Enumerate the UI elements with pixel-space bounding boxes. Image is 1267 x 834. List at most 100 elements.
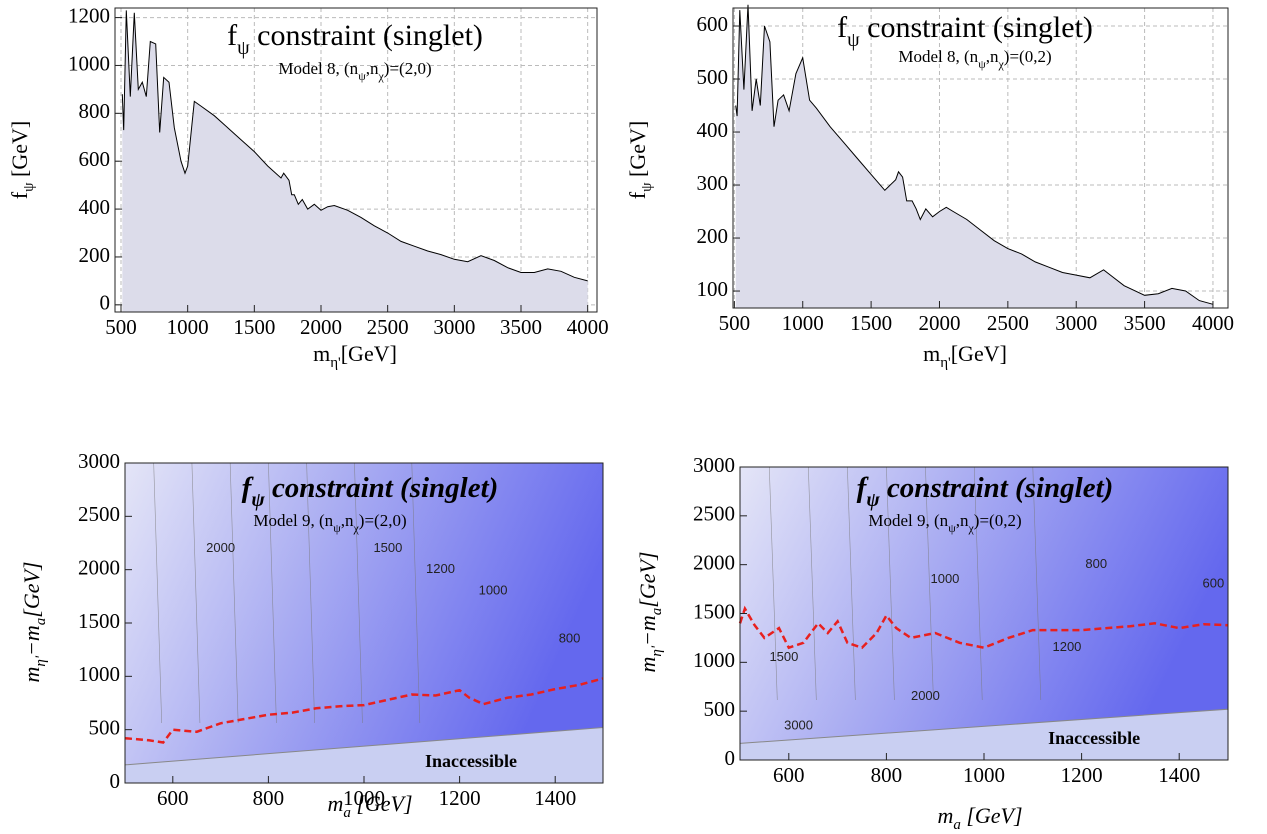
y-tick-label: 1200 — [68, 3, 110, 27]
x-axis-label-part: m — [327, 791, 343, 816]
y-tick-label: 400 — [79, 195, 111, 219]
y-tick-label: 2000 — [78, 555, 120, 579]
x-tick-label: 600 — [773, 763, 805, 787]
y-axis-label-part: [GeV] — [635, 552, 660, 608]
y-axis-label-part: [GeV] — [7, 121, 32, 183]
chart-subtitle-part: ψ — [358, 69, 366, 83]
contour-deco — [153, 462, 162, 724]
chart-title-part: ψ — [251, 489, 265, 511]
y-tick-label: 500 — [704, 697, 736, 721]
y-tick-label: 0 — [100, 291, 111, 315]
area-line — [121, 10, 588, 282]
x-axis-label-part: m — [313, 341, 330, 366]
y-axis-label-part: ψ — [21, 182, 37, 192]
contour-deco — [808, 466, 817, 701]
contour-deco — [354, 462, 363, 724]
y-tick-label: 800 — [79, 99, 111, 123]
chart-subtitle-part: χ — [377, 69, 384, 83]
x-tick-label: 1000 — [963, 763, 1005, 787]
x-tick-label: 1000 — [167, 315, 209, 339]
chart-subtitle: Model 8, (nψ,nχ)=(0,2) — [898, 47, 1051, 71]
x-axis-label-part: η' — [940, 355, 951, 371]
chart-title-part: constraint (singlet) — [250, 19, 483, 52]
chart-subtitle-part: ψ — [978, 57, 986, 71]
constraint-curve — [124, 677, 604, 744]
chart-title-part: ψ — [237, 37, 250, 59]
y-tick-label: 1000 — [68, 51, 110, 75]
y-tick-label: 0 — [725, 746, 736, 770]
x-tick-label: 1200 — [439, 786, 481, 810]
x-axis-label-part: a — [953, 817, 961, 833]
contour-deco — [229, 462, 239, 724]
y-tick-label: 3000 — [693, 453, 735, 477]
x-tick-label: 600 — [157, 786, 189, 810]
x-tick-label: 800 — [253, 786, 285, 810]
x-tick-label: 3500 — [1124, 311, 1166, 335]
contour-deco — [306, 462, 315, 724]
contour-background — [740, 467, 1228, 760]
chart-subtitle-part: Model 9, (n — [868, 511, 948, 530]
y-axis-label: mη'−ma[GeV] — [19, 562, 49, 683]
y-tick-label: 600 — [79, 147, 111, 171]
y-axis-label-part: m — [19, 667, 44, 683]
chart-subtitle-part: )=(2,0) — [384, 59, 432, 78]
inaccessible-label: Inaccessible — [425, 751, 517, 771]
contour-deco — [191, 462, 201, 724]
contour-label: 600 — [1203, 576, 1225, 591]
contour-label: 2000 — [206, 540, 235, 555]
chart-title-part: constraint (singlet) — [880, 472, 1114, 504]
x-tick-label: 2500 — [987, 311, 1029, 335]
y-tick-label: 1500 — [693, 599, 735, 623]
y-axis-label-part: −m — [19, 625, 44, 656]
area-line — [735, 4, 1214, 305]
y-tick-label: 2500 — [693, 502, 735, 526]
contour-label: 1000 — [479, 582, 508, 597]
y-tick-label: 300 — [697, 171, 729, 195]
x-axis-label: mη'[GeV] — [313, 341, 397, 371]
x-tick-label: 4000 — [567, 315, 609, 339]
contour-deco — [1032, 466, 1042, 701]
x-axis-label-part: m — [923, 341, 940, 366]
chart-subtitle-part: ψ — [948, 521, 956, 535]
y-tick-label: 3000 — [78, 449, 120, 473]
chart-subtitle-part: )=(0,2) — [1004, 47, 1052, 66]
y-axis-label-part: [GeV] — [625, 121, 650, 183]
x-tick-label: 3000 — [433, 315, 475, 339]
contour-label: 3000 — [784, 717, 813, 732]
y-axis-label-part: f — [625, 191, 650, 199]
y-axis-label-part: −m — [635, 615, 660, 646]
chart-title: fψ constraint (singlet) — [857, 472, 1114, 511]
area-fill — [122, 10, 588, 313]
contour-deco — [973, 466, 983, 701]
plot-frame — [114, 7, 598, 313]
x-tick-label: 3000 — [1055, 311, 1097, 335]
x-axis-label-part: a — [343, 805, 351, 821]
x-tick-label: 2000 — [300, 315, 342, 339]
x-tick-label: 1000 — [782, 311, 824, 335]
y-tick-label: 2500 — [78, 502, 120, 526]
chart-subtitle-part: ,n — [986, 47, 999, 66]
contour-label: 2000 — [911, 688, 940, 703]
y-axis-label-part: m — [635, 657, 660, 673]
chart-subtitle: Model 8, (nψ,nχ)=(2,0) — [278, 59, 431, 83]
y-axis-label-part: ψ — [639, 182, 655, 192]
chart-subtitle: Model 9, (nψ,nχ)=(2,0) — [253, 511, 406, 535]
chart-subtitle-part: ,n — [366, 59, 379, 78]
contour-label: 1200 — [1052, 639, 1081, 654]
x-axis-label: ma [GeV] — [937, 803, 1022, 833]
contour-label: 1500 — [373, 540, 402, 555]
inaccessible-label: Inaccessible — [1048, 728, 1140, 748]
chart-subtitle: Model 9, (nψ,nχ)=(0,2) — [868, 511, 1021, 535]
x-axis-label-part: η' — [330, 355, 341, 371]
x-tick-label: 1400 — [1158, 763, 1200, 787]
x-axis-label-part: [GeV] — [351, 791, 413, 816]
chart-title-part: constraint (singlet) — [265, 472, 499, 504]
y-tick-label: 600 — [697, 12, 729, 36]
chart-subtitle-part: χ — [352, 521, 359, 535]
contour-deco — [886, 466, 895, 701]
chart-title-part: ψ — [847, 29, 860, 51]
x-tick-label: 1000 — [343, 786, 385, 810]
x-tick-label: 2500 — [367, 315, 409, 339]
x-tick-label: 2000 — [918, 311, 960, 335]
x-tick-label: 3500 — [500, 315, 542, 339]
